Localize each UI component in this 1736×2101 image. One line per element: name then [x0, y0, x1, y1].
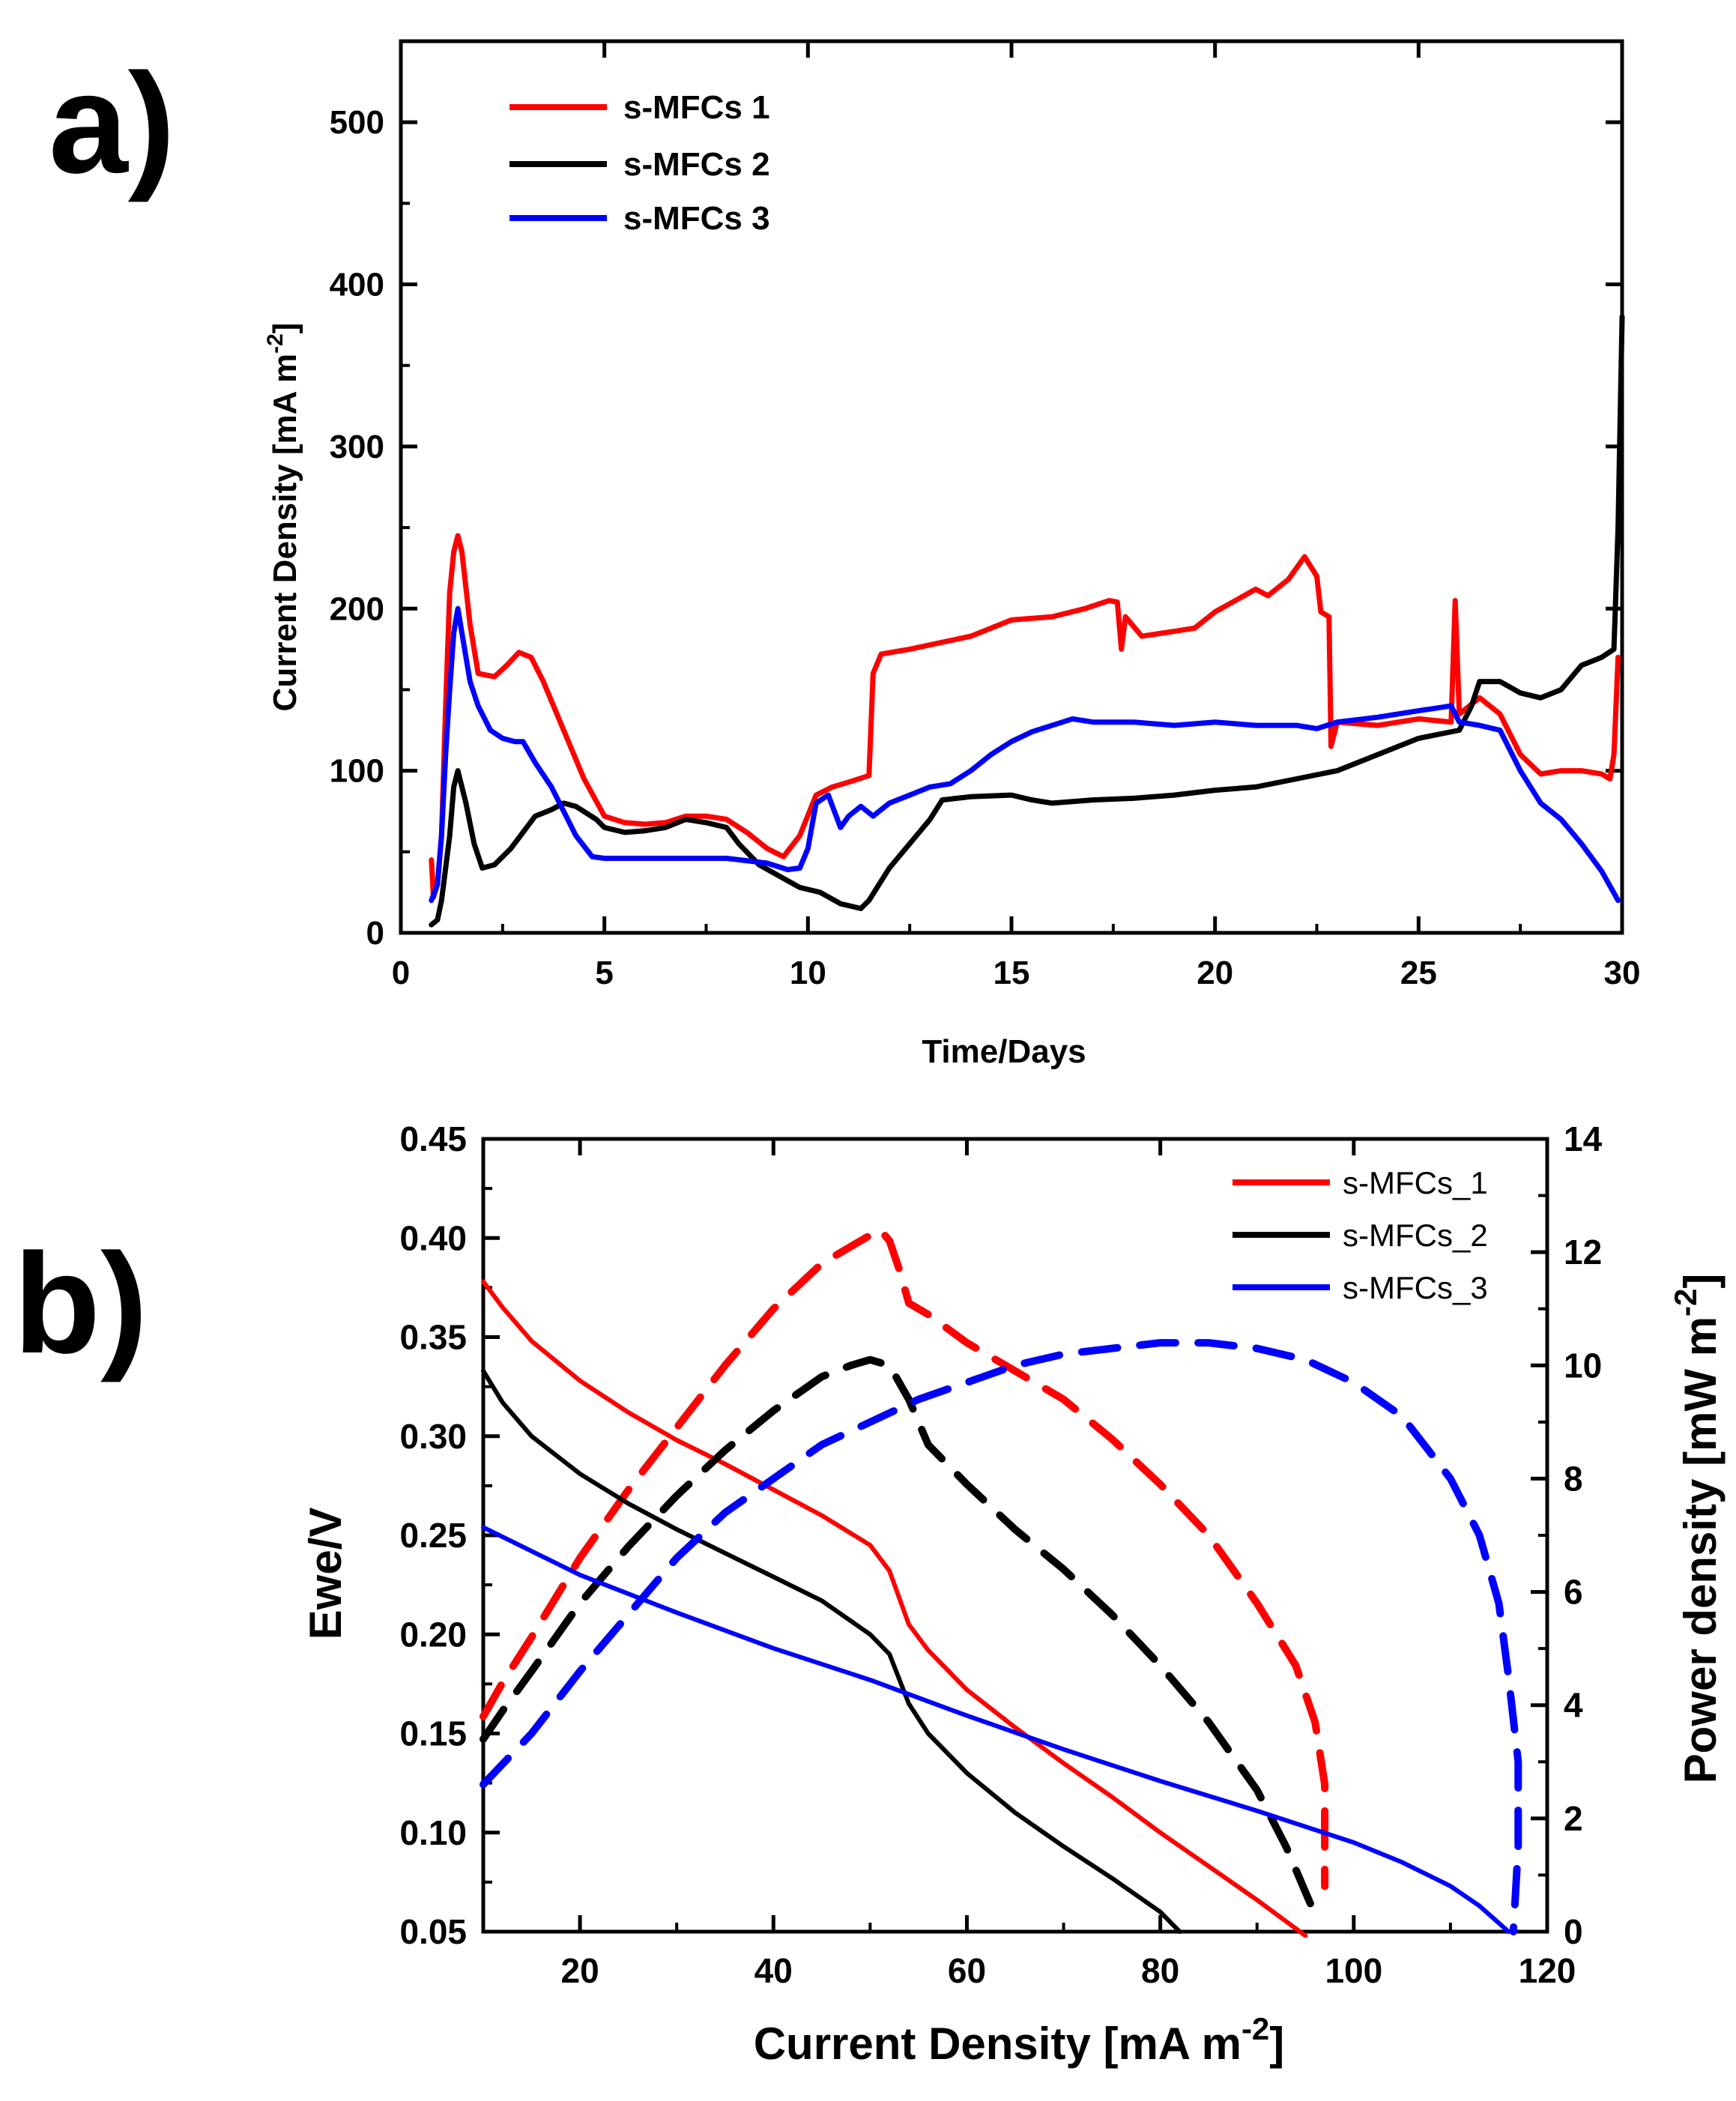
panel-b-y2-label-end: ]	[1675, 1274, 1726, 1289]
panel-b-y2-axis-label: Power density [mW m-2]	[1668, 1274, 1726, 1784]
panel-b: b) 20 40 60 80 100 1200.050.100.150.200.250.3…	[13, 1119, 1726, 2069]
panel-b-y2-tick-label: 2	[1564, 1799, 1583, 1838]
panel-b-letter: b)	[13, 1224, 148, 1383]
panel-b-y-tick-label: 0.25	[399, 1516, 467, 1555]
panel-b-y2-label-main: Power density [mW m	[1675, 1316, 1726, 1783]
panel-a-y-label-end: ]	[267, 323, 303, 334]
legend-a-label-2: s-MFCs 2	[623, 146, 770, 183]
panel-b-x-tick-label: 20	[561, 1951, 599, 1990]
panel-b-x-label-sup: -2	[1241, 2011, 1269, 2046]
panel-b-x-tick-label: 40	[754, 1951, 793, 1990]
panel-a-y-tick-label: 400	[330, 267, 384, 303]
panel-a-y-tick-label: 0	[366, 915, 384, 952]
legend-b-label-1: s-MFCs_1	[1343, 1165, 1488, 1200]
panel-b-y2-tick-label: 6	[1564, 1573, 1583, 1612]
panel-a-y-tick-label: 200	[330, 590, 384, 627]
panel-b-y2-tick-label: 12	[1564, 1233, 1602, 1272]
panel-a-y-tick-label: 500	[330, 104, 384, 141]
panel-b-y-axis-label: Ewe/V	[300, 1508, 351, 1640]
panel-b-x-label-end: ]	[1269, 2019, 1284, 2069]
panel-b-power-line-2	[480, 1355, 1319, 1919]
panel-b-legend: s-MFCs_1 s-MFCs_2 s-MFCs_3	[1233, 1165, 1488, 1305]
legend-a-label-3: s-MFCs 3	[623, 200, 770, 237]
panel-a-x-axis-label: Time/Days	[922, 1033, 1086, 1070]
panel-a-x-tick-label: 30	[1604, 955, 1641, 991]
legend-a-label-1: s-MFCs 1	[623, 89, 770, 126]
panel-b-y2-label-sup: -2	[1668, 1289, 1703, 1316]
panel-a-y-tick-label: 300	[330, 429, 384, 465]
panel-a-series-line-3	[429, 605, 1621, 904]
panel-b-x-tick-label: 100	[1325, 1951, 1382, 1990]
panel-b-x-tick-label: 80	[1141, 1951, 1179, 1990]
panel-b-voltage-line-1	[481, 1279, 1308, 1938]
panel-b-y-tick-label: 0.15	[399, 1714, 467, 1753]
panel-b-voltage-line-2	[481, 1368, 1182, 1934]
legend-b-label-2: s-MFCs_2	[1343, 1218, 1488, 1253]
panel-a-series-line-1	[429, 533, 1621, 900]
panel-b-x-tick-label: 60	[948, 1951, 986, 1990]
panel-b-y2-tick-label: 8	[1564, 1459, 1583, 1498]
panel-a-y-label-sup: -2	[263, 333, 288, 354]
panel-a-x-tick-label: 25	[1400, 955, 1437, 991]
panel-b-voltage-line-3	[481, 1525, 1511, 1934]
panel-a-x-tick-label: 15	[993, 955, 1030, 991]
panel-b-power-line-1	[480, 1225, 1329, 1890]
panel-b-x-tick-label: 120	[1519, 1951, 1576, 1990]
panel-b-y-tick-label: 0.35	[399, 1318, 467, 1357]
panel-b-x-label-main: Current Density [mA m	[754, 2019, 1241, 2069]
panel-a-letter: a)	[49, 44, 175, 203]
panel-a-y-tick-label: 100	[330, 753, 384, 790]
panel-b-y-tick-label: 0.45	[399, 1119, 467, 1158]
panel-b-y-tick-label: 0.30	[399, 1417, 467, 1456]
panel-b-y2-tick-label: 10	[1564, 1346, 1602, 1385]
panel-b-axes: 20 40 60 80 100 1200.050.100.150.200.250.300.…	[399, 1119, 1602, 1990]
panel-a-series	[429, 314, 1625, 928]
panel-a-y-label-main: Current Density [mA m	[267, 354, 303, 712]
panel-a-y-axis-label: Current Density [mA m-2]	[263, 323, 303, 712]
panel-a-x-tick-label: 5	[595, 955, 613, 991]
panel-b-y-tick-label: 0.40	[399, 1218, 467, 1257]
panel-a-legend: s-MFCs 1 s-MFCs 2 s-MFCs 3	[509, 89, 770, 237]
panel-b-power-line-3	[480, 1339, 1522, 1935]
panel-a-frame	[399, 39, 1624, 935]
panel-a-series-line-2	[429, 314, 1625, 928]
panel-a-x-tick-label: 10	[790, 955, 826, 991]
panel-b-y-tick-label: 0.10	[399, 1813, 467, 1852]
panel-b-y2-tick-label: 0	[1564, 1912, 1583, 1951]
panel-b-y2-tick-label: 4	[1564, 1686, 1583, 1725]
panel-b-x-axis-label: Current Density [mA m-2]	[754, 2011, 1285, 2069]
panel-a-x-tick-label: 20	[1197, 955, 1233, 991]
panel-b-y-tick-label: 0.05	[399, 1912, 467, 1951]
panel-a-x-tick-label: 0	[392, 955, 410, 991]
panel-b-y2-tick-label: 14	[1564, 1119, 1603, 1158]
legend-b-label-3: s-MFCs_3	[1343, 1270, 1488, 1305]
panel-b-y-tick-label: 0.20	[399, 1615, 467, 1654]
panel-b-series	[480, 1225, 1522, 1938]
